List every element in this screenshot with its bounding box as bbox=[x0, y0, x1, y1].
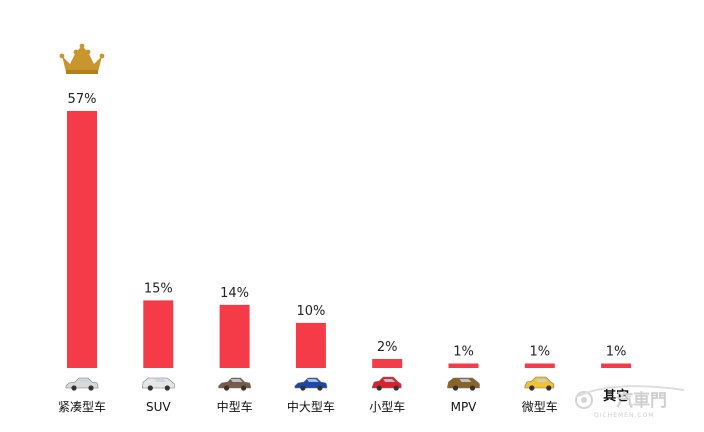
crown-icon bbox=[59, 43, 105, 74]
bar-3 bbox=[295, 322, 326, 368]
category-label-3: 中大型车 bbox=[287, 399, 335, 414]
compact-sedan-icon bbox=[65, 377, 99, 391]
large-sedan-icon bbox=[294, 377, 328, 391]
category-label-7: 其它 bbox=[603, 388, 629, 404]
mini-car-icon bbox=[524, 376, 555, 391]
value-label-7: 1% bbox=[606, 344, 627, 359]
car-icons bbox=[65, 376, 555, 391]
value-label-5: 1% bbox=[453, 344, 474, 359]
value-label-6: 1% bbox=[529, 344, 550, 359]
bar-2 bbox=[219, 304, 250, 368]
value-labels: 57% 15% 14% 10% 2% 1% 1% 1% bbox=[68, 92, 627, 359]
bar-0 bbox=[67, 111, 97, 368]
category-labels: 紧凑型车 SUV 中型车 中大型车 小型车 MPV 微型车 其它 bbox=[58, 388, 629, 414]
value-label-2: 14% bbox=[220, 286, 249, 301]
watermark-text: 汽車門 bbox=[616, 390, 667, 411]
hatchback-icon bbox=[371, 376, 402, 391]
bar-5 bbox=[448, 363, 479, 368]
watermark-logo: 汽車門 QICHEMEN.COM bbox=[575, 385, 685, 419]
bar-4 bbox=[372, 358, 403, 368]
suv-icon bbox=[142, 377, 175, 391]
value-label-1: 15% bbox=[144, 281, 173, 296]
category-label-1: SUV bbox=[146, 400, 171, 414]
bar-7 bbox=[601, 363, 632, 368]
bar-6 bbox=[524, 363, 555, 368]
category-label-2: 中型车 bbox=[217, 399, 253, 414]
category-label-6: 微型车 bbox=[522, 399, 558, 414]
category-label-4: 小型车 bbox=[369, 399, 405, 414]
value-label-0: 57% bbox=[68, 92, 97, 107]
midsize-sedan-icon bbox=[218, 377, 251, 391]
value-label-3: 10% bbox=[296, 304, 325, 319]
category-label-5: MPV bbox=[451, 400, 478, 414]
watermark-subtext: QICHEMEN.COM bbox=[594, 412, 654, 419]
category-label-0: 紧凑型车 bbox=[58, 399, 106, 414]
bars bbox=[67, 111, 632, 368]
bar-1 bbox=[143, 300, 174, 368]
value-label-4: 2% bbox=[377, 340, 398, 355]
mpv-icon bbox=[447, 377, 480, 391]
crown-icon bbox=[59, 43, 105, 74]
